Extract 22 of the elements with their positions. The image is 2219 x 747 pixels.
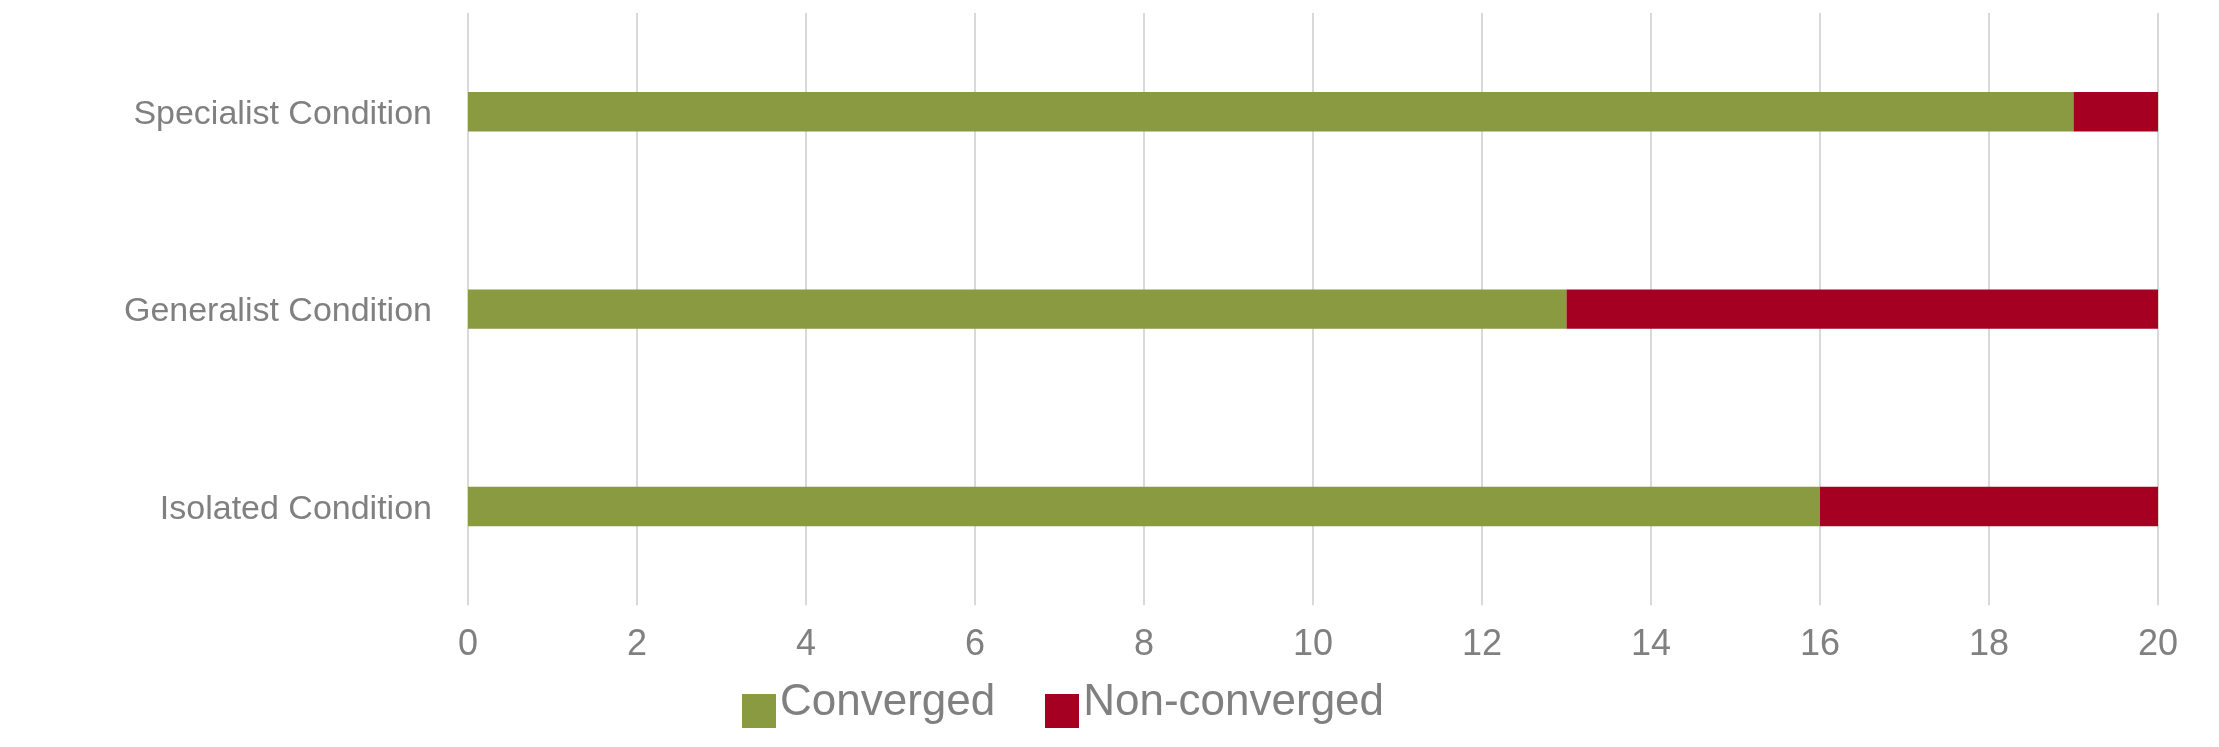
bar: [468, 91, 2074, 132]
bar: [1566, 289, 2158, 329]
y-tick-label: Generalist Condition: [123, 290, 432, 329]
x-tick-label: 18: [1968, 621, 2010, 663]
bar: [1820, 486, 2158, 527]
bar: [468, 289, 1567, 329]
x-tick-label: 20: [2137, 621, 2179, 663]
x-tick-label: 12: [1461, 621, 1503, 663]
x-tick-label: 16: [1799, 621, 1841, 663]
x-tick-label: 2: [626, 621, 648, 663]
bar: [2073, 91, 2158, 132]
x-tick-label: 14: [1630, 621, 1672, 663]
x-tick-label: 4: [795, 621, 817, 663]
x-tick-label: 10: [1292, 621, 1334, 663]
bar: [468, 486, 1820, 527]
x-tick-label: 0: [457, 621, 479, 663]
x-tick-label: 8: [1133, 621, 1155, 663]
legend-label: Non-converged: [1083, 675, 1385, 725]
y-tick-label: Isolated Condition: [159, 487, 432, 526]
legend-label: Converged: [779, 675, 996, 725]
x-tick-label: 6: [964, 621, 986, 663]
y-tick-label: Specialist Condition: [133, 92, 432, 131]
